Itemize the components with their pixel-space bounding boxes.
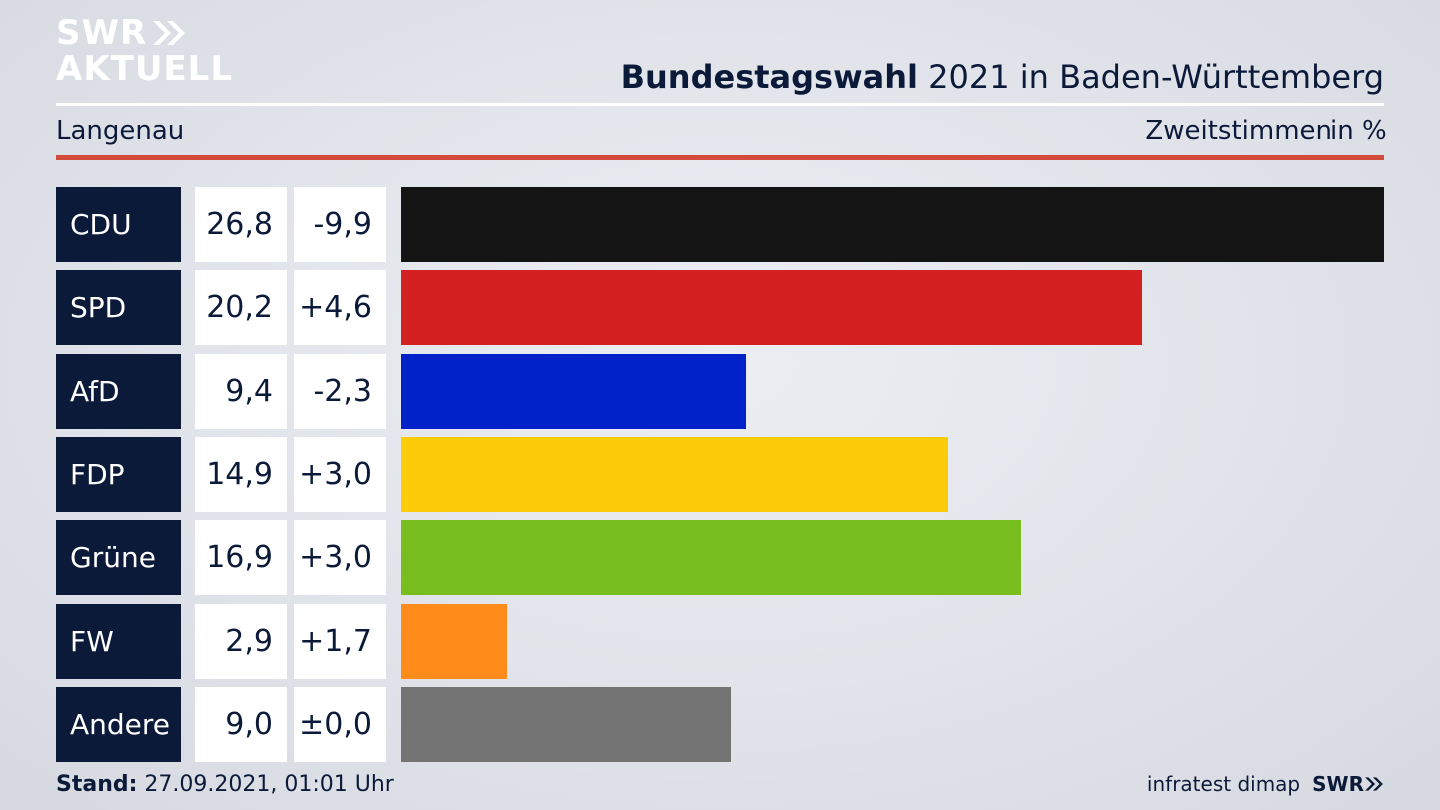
party-row: Andere 9,0 ±0,0: [56, 686, 1384, 762]
party-row: FDP 14,9 +3,0: [56, 436, 1384, 512]
vote-share-value: 16,9: [195, 520, 287, 596]
vote-share-value: 9,0: [195, 686, 287, 762]
party-label: CDU: [56, 187, 181, 262]
result-bar: [401, 686, 732, 762]
unit-label: in %: [1330, 116, 1387, 146]
stand-label: Stand:: [56, 772, 138, 797]
timestamp: Stand: 27.09.2021, 01:01 Uhr: [56, 772, 394, 797]
double-chevron-icon: [153, 21, 186, 45]
header-divider: [56, 103, 1384, 106]
accent-divider: [56, 155, 1384, 160]
change-value: +3,0: [294, 436, 386, 512]
party-row: FW 2,9 +1,7: [56, 603, 1384, 679]
vote-share-value: 14,9: [195, 436, 287, 512]
title-bold: Bundestagswahl: [620, 58, 918, 96]
stand-value: 27.09.2021, 01:01 Uhr: [137, 772, 394, 797]
source-label: infratest dimap: [1146, 772, 1301, 796]
party-label: FW: [56, 603, 181, 679]
swr-brand: SWR: [1312, 772, 1384, 796]
party-row: Grüne 16,9 +3,0: [56, 520, 1384, 596]
vote-share-value: 26,8: [195, 187, 287, 262]
party-label: SPD: [56, 270, 181, 346]
vote-share-value: 20,2: [195, 270, 287, 346]
change-value: -9,9: [294, 187, 386, 262]
swr-aktuell-logo: SWR AKTUELL: [56, 16, 233, 86]
vote-share-value: 9,4: [195, 353, 287, 429]
result-bar: [401, 187, 1384, 262]
change-value: ±0,0: [294, 686, 386, 762]
title-rest: 2021 in Baden-Württemberg: [917, 58, 1384, 96]
party-row: SPD 20,2 +4,6: [56, 270, 1384, 346]
change-value: +3,0: [294, 520, 386, 596]
source-credit: infratest dimap SWR: [1147, 772, 1384, 796]
result-bar: [401, 520, 1021, 596]
brand-text: SWR: [1312, 772, 1364, 796]
party-row: CDU 26,8 -9,9: [56, 187, 1384, 262]
party-label: FDP: [56, 436, 181, 512]
page-title: Bundestagswahl 2021 in Baden-Württemberg: [621, 58, 1384, 96]
change-value: +1,7: [294, 603, 386, 679]
result-bar: [401, 353, 746, 429]
double-chevron-icon: [1365, 777, 1383, 791]
metric-label: Zweitstimmen: [1145, 116, 1332, 146]
change-value: -2,3: [294, 353, 386, 429]
party-label: Grüne: [56, 520, 181, 596]
result-bar: [401, 270, 1142, 346]
party-label: AfD: [56, 353, 181, 429]
party-row: AfD 9,4 -2,3: [56, 353, 1384, 429]
change-value: +4,6: [294, 270, 386, 346]
vote-share-value: 2,9: [195, 603, 287, 679]
region-label: Langenau: [56, 116, 185, 146]
logo-swr-text: SWR: [56, 13, 148, 53]
result-bar: [401, 436, 948, 512]
logo-aktuell-text: AKTUELL: [56, 49, 234, 89]
result-bar: [401, 603, 508, 679]
party-label: Andere: [56, 686, 181, 762]
